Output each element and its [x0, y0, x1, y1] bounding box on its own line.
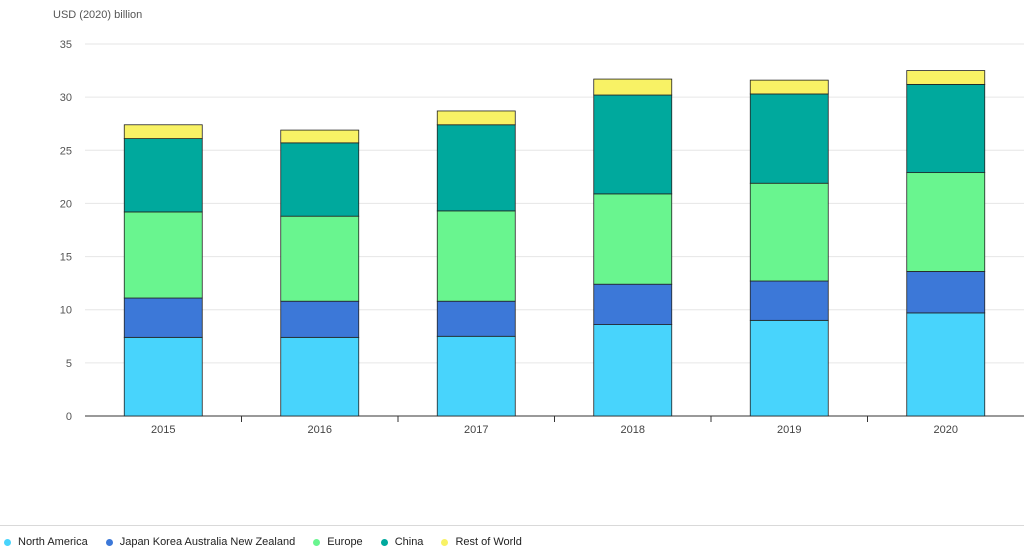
- bar-segment: [749, 182, 829, 282]
- bar-segment: [593, 94, 673, 195]
- bar-segment: [906, 271, 986, 314]
- legend-item: China: [380, 536, 424, 548]
- y-tick-label: 30: [60, 92, 72, 104]
- bar-segment: [593, 193, 673, 285]
- bar-segment: [593, 283, 673, 325]
- bar-segment: [123, 297, 203, 338]
- y-tick-label: 10: [60, 305, 72, 317]
- bar-segment: [906, 312, 986, 417]
- bar-segment: [123, 138, 203, 213]
- x-tick-label: 2020: [934, 424, 958, 436]
- bar-segment: [906, 172, 986, 272]
- legend-item: Europe: [313, 536, 363, 548]
- legend-item: Rest of World: [441, 536, 522, 548]
- legend-label: Rest of World: [455, 536, 522, 548]
- x-tick-label: 2017: [464, 424, 488, 436]
- y-tick-label: 15: [60, 252, 72, 264]
- stacked-bar-chart: USD (2020) billion 0 5 10 15 20 25 30 35 2015 2016…: [53, 9, 1024, 436]
- bar-segment: [436, 300, 516, 337]
- y-tick-label: 0: [66, 411, 72, 423]
- legend-dot-icon: [441, 538, 449, 546]
- legend-dot-icon: [4, 538, 11, 546]
- legend-label: Europe: [327, 536, 363, 548]
- bar-segment: [749, 280, 829, 321]
- bar-segment: [906, 83, 986, 174]
- legend-item: North America: [4, 536, 88, 548]
- bar-segment: [280, 336, 360, 417]
- legend-item: Japan Korea Australia New Zealand: [105, 536, 296, 548]
- bar-segment: [749, 319, 829, 417]
- legend-dot-icon: [313, 538, 321, 546]
- bar-segment: [280, 142, 360, 217]
- bar-segment: [123, 211, 203, 299]
- bar-segment: [280, 129, 360, 144]
- legend-dot-icon: [380, 538, 388, 546]
- bar-segment: [593, 324, 673, 417]
- legend: North America Japan Korea Australia New Z…: [0, 525, 1024, 558]
- y-axis-title: USD (2020) billion: [53, 9, 142, 21]
- y-tick-label: 20: [60, 198, 72, 210]
- bar-segment: [749, 79, 829, 95]
- bar-segment: [749, 93, 829, 184]
- y-tick-label: 35: [60, 39, 72, 51]
- legend-label: North America: [18, 536, 88, 548]
- bar-segment: [436, 210, 516, 302]
- bar-segment: [123, 336, 203, 417]
- legend-label: Japan Korea Australia New Zealand: [119, 536, 296, 548]
- x-tick-label: 2016: [308, 424, 332, 436]
- x-tick-label: 2018: [621, 424, 645, 436]
- legend-dot-icon: [105, 538, 113, 546]
- bar-segment: [280, 300, 360, 338]
- bar-segment: [280, 215, 360, 302]
- x-tick-label: 2015: [151, 424, 175, 436]
- bar-segment: [593, 78, 673, 96]
- bar-segment: [906, 70, 986, 85]
- y-tick-label: 25: [60, 145, 72, 157]
- y-tick-label: 5: [66, 358, 72, 370]
- legend-label: China: [394, 536, 424, 548]
- bar-segment: [123, 124, 203, 139]
- x-tick-label: 2019: [777, 424, 801, 436]
- bar-segment: [436, 335, 516, 417]
- bar-segment: [436, 110, 516, 126]
- bar-segment: [436, 124, 516, 212]
